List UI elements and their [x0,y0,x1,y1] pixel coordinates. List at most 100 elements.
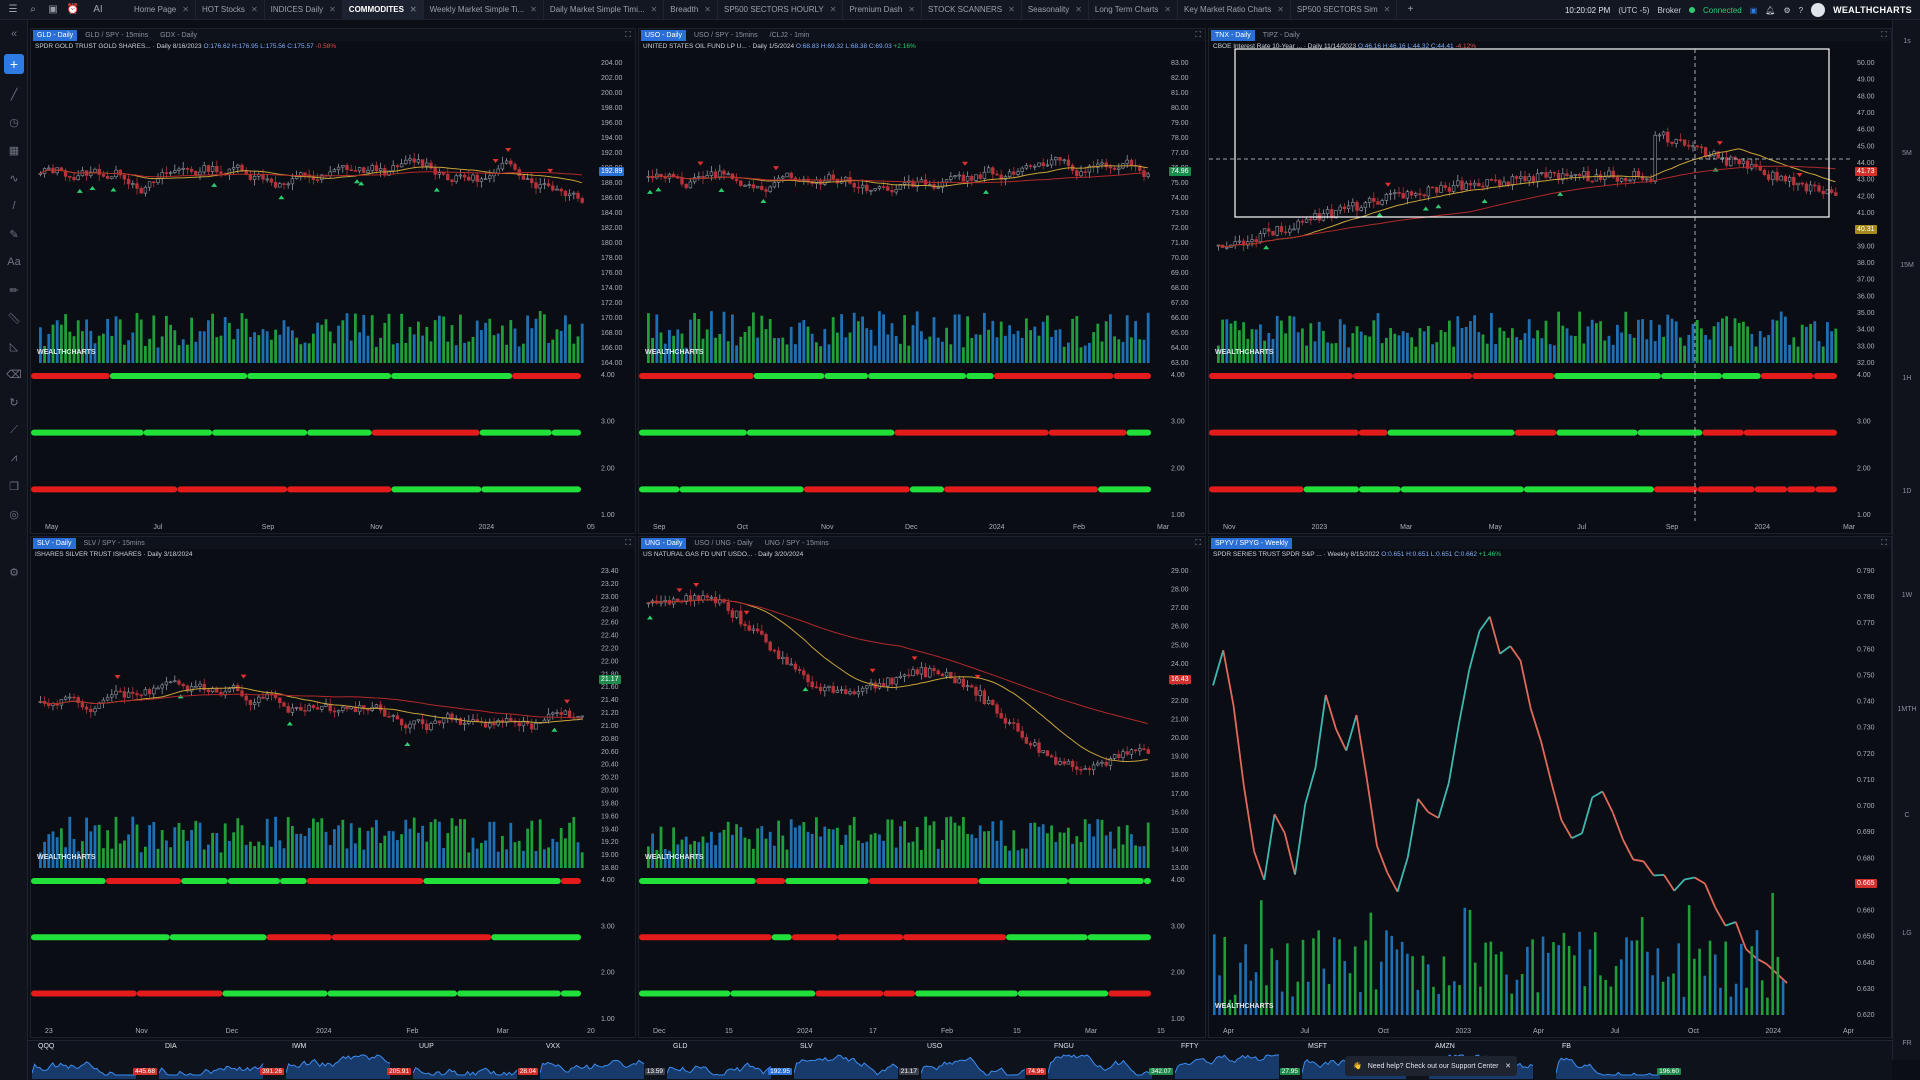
chart-canvas[interactable]: 23.4023.2023.0022.8022.6022.4022.2022.00… [31,537,636,1038]
timeframe-button[interactable]: C [1904,812,1910,819]
alert-icon[interactable]: ⏰ [66,3,80,15]
expand-icon[interactable]: ⛶ [1881,30,1887,39]
close-tab-icon[interactable]: ✕ [829,4,837,14]
timeframe-button[interactable]: FR [1902,1040,1912,1047]
timeframe-button[interactable]: 1H [1902,375,1912,382]
chart-panel-slv[interactable]: SLV - Daily SLV / SPY - 15mins ⛶ ISHARES SI… [30,536,636,1038]
clock-icon[interactable]: ◷ [9,116,19,129]
expand-icon[interactable]: ⛶ [625,30,631,39]
chart-symbol-tab[interactable]: USO / UNG - Daily [694,539,753,547]
mini-chart-dia[interactable]: DIA 391.26 [159,1043,284,1079]
close-tab-icon[interactable]: ✕ [1383,4,1391,14]
mini-chart-gld[interactable]: GLD 192.95 [667,1043,792,1079]
timeframe-button[interactable]: 1W [1901,592,1913,599]
chart-symbol-tab[interactable]: USO / SPY - 15mins [693,31,758,39]
chart-panel-gld[interactable]: GLD - Daily GLD / SPY - 15mins GDX - Daily… [30,28,636,534]
expand-icon[interactable]: ⛶ [1195,30,1201,39]
expand-icon[interactable]: ⛶ [1195,538,1201,547]
ruler-icon[interactable]: 📏︎ [7,312,21,325]
zigzag-icon[interactable]: ⩘ [10,451,18,464]
chart-symbol-tab[interactable]: TIPZ - Daily [1262,31,1300,39]
broker-label[interactable]: Broker [1657,5,1682,15]
mini-chart-iwm[interactable]: IWM 205.91 [286,1043,411,1079]
gear-icon[interactable]: ⚙ [1783,5,1791,15]
chart-symbol-tab[interactable]: SLV - Daily [33,537,76,549]
mini-chart-qqq[interactable]: QQQ 445.68 [32,1043,157,1079]
close-tab-icon[interactable]: ✕ [250,4,258,14]
workspace-tab[interactable]: SP500 SECTORS HOURLY ✕ [718,0,844,20]
timeframe-button[interactable]: 15M [1900,262,1914,269]
chart-symbol-tab[interactable]: SPYV / SPYG - Weekly [1211,537,1293,549]
chart-symbol-tab[interactable]: UNG / SPY - 15mins [764,539,829,547]
chart-symbol-tab[interactable]: GDX - Daily [160,31,198,39]
chart-canvas[interactable]: 204.00202.00200.00198.00196.00194.00192.… [31,29,636,534]
avatar[interactable] [1811,3,1826,17]
chart-panel-tnx[interactable]: TNX - Daily TIPZ - Daily ⛶ CBOE Interest Ra… [1208,28,1892,534]
close-icon[interactable]: ✕ [1505,1063,1511,1070]
chart-symbol-tab[interactable]: SLV / SPY - 15mins [83,539,145,547]
workspace-tab[interactable]: Daily Market Simple Timi... ✕ [544,0,665,20]
text-tool-icon[interactable]: Aa [7,256,21,268]
workspace-tab[interactable]: Breadth ✕ [664,0,718,20]
chart-panel-spyv[interactable]: SPYV / SPYG - Weekly ⛶ SPDR SERIES TRUST S… [1208,536,1892,1038]
settings-icon[interactable]: ⚙ [9,566,19,579]
layout-icon[interactable]: ▣ [48,3,58,15]
close-tab-icon[interactable]: ✕ [1075,4,1082,14]
timeframe-button[interactable]: 1D [1902,488,1912,495]
brush-icon[interactable]: ✎ [9,228,19,241]
menu-icon[interactable]: ☰ [8,3,18,15]
workspace-tab[interactable]: HOT Stocks ✕ [196,0,265,20]
help-icon[interactable]: ? [1798,5,1804,15]
timeframe-button[interactable]: 5M [1902,150,1912,157]
chart-panel-ung[interactable]: UNG - Daily USO / UNG - Daily UNG / SPY - … [638,536,1206,1038]
workspace-tab[interactable]: Home Page ✕ [128,0,196,20]
timeframe-button[interactable]: 1MTH [1897,706,1917,713]
mini-chart-fb[interactable]: FB 196.60 [1556,1043,1681,1079]
save-icon[interactable]: ▣ [1749,5,1758,15]
close-tab-icon[interactable]: ✕ [1164,4,1172,14]
close-tab-icon[interactable]: ✕ [1008,4,1015,14]
mini-chart-fngu[interactable]: FNGU 342.07 [1048,1043,1173,1079]
chart-line-icon[interactable]: ⟋ [10,423,18,436]
wave-icon[interactable]: ∿ [9,172,19,185]
shape-icon[interactable]: ◺ [9,340,19,353]
refresh-icon[interactable]: ↻ [9,396,19,409]
timeframe-button[interactable]: LG [1902,930,1912,937]
chart-symbol-tab[interactable]: USO - Daily [641,29,686,41]
mini-chart-ffty[interactable]: FFTY 27.95 [1175,1043,1300,1079]
mini-chart-uso[interactable]: USO 74.96 [921,1043,1046,1079]
chart-symbol-tab[interactable]: UNG - Daily [641,537,687,549]
expand-icon[interactable]: ⛶ [1881,538,1887,547]
close-tab-icon[interactable]: ✕ [908,4,916,14]
close-tab-icon[interactable]: ✕ [329,4,336,14]
workspace-tab[interactable]: Key Market Ratio Charts ✕ [1178,0,1291,20]
workspace-tab[interactable]: INDICES Daily ✕ [265,0,343,20]
close-tab-icon[interactable]: ✕ [409,4,417,14]
line-tool-icon[interactable]: / [12,200,16,212]
bell-icon[interactable]: 🔔︎ [1765,5,1776,15]
workspace-tab[interactable]: COMMODITES ✕ [342,0,424,20]
pencil-icon[interactable]: ✏ [9,284,19,297]
workspace-tab[interactable]: Weekly Market Simple Ti... ✕ [424,0,544,20]
timeframe-button[interactable]: 1s [1903,38,1911,45]
chart-symbol-tab[interactable]: /CLJ2 - 1min [769,31,810,39]
expand-icon[interactable]: ⛶ [625,538,631,547]
copy-icon[interactable]: ❐ [9,480,19,493]
search-icon[interactable]: ⌕ [30,3,36,15]
close-tab-icon[interactable]: ✕ [704,4,711,14]
add-chart-button[interactable]: + [4,54,24,74]
trendline-icon[interactable]: ╱ [10,88,18,101]
chart-canvas[interactable]: 83.0082.0081.0080.0079.0078.0077.0076.00… [639,29,1206,534]
chart-symbol-tab[interactable]: TNX - Daily [1211,29,1255,41]
workspace-tab[interactable]: STOCK SCANNERS ✕ [922,0,1022,20]
chart-canvas[interactable]: 50.0049.0048.0047.0046.0045.0044.0043.00… [1209,29,1892,534]
chart-panel-uso[interactable]: USO - Daily USO / SPY - 15mins/CLJ2 - 1mi… [638,28,1206,534]
chart-symbol-tab[interactable]: GLD / SPY - 15mins [85,31,149,39]
eraser-icon[interactable]: ⌫ [6,368,22,381]
mini-chart-slv[interactable]: SLV 21.17 [794,1043,919,1079]
mini-chart-vxx[interactable]: VXX 13.59 [540,1043,665,1079]
close-tab-icon[interactable]: ✕ [1277,4,1284,14]
chart-symbol-tab[interactable]: GLD - Daily [33,29,78,41]
chart-canvas[interactable]: 0.7900.7800.7700.7600.7500.7400.7300.720… [1209,537,1892,1038]
collapse-icon[interactable]: « [10,28,18,40]
